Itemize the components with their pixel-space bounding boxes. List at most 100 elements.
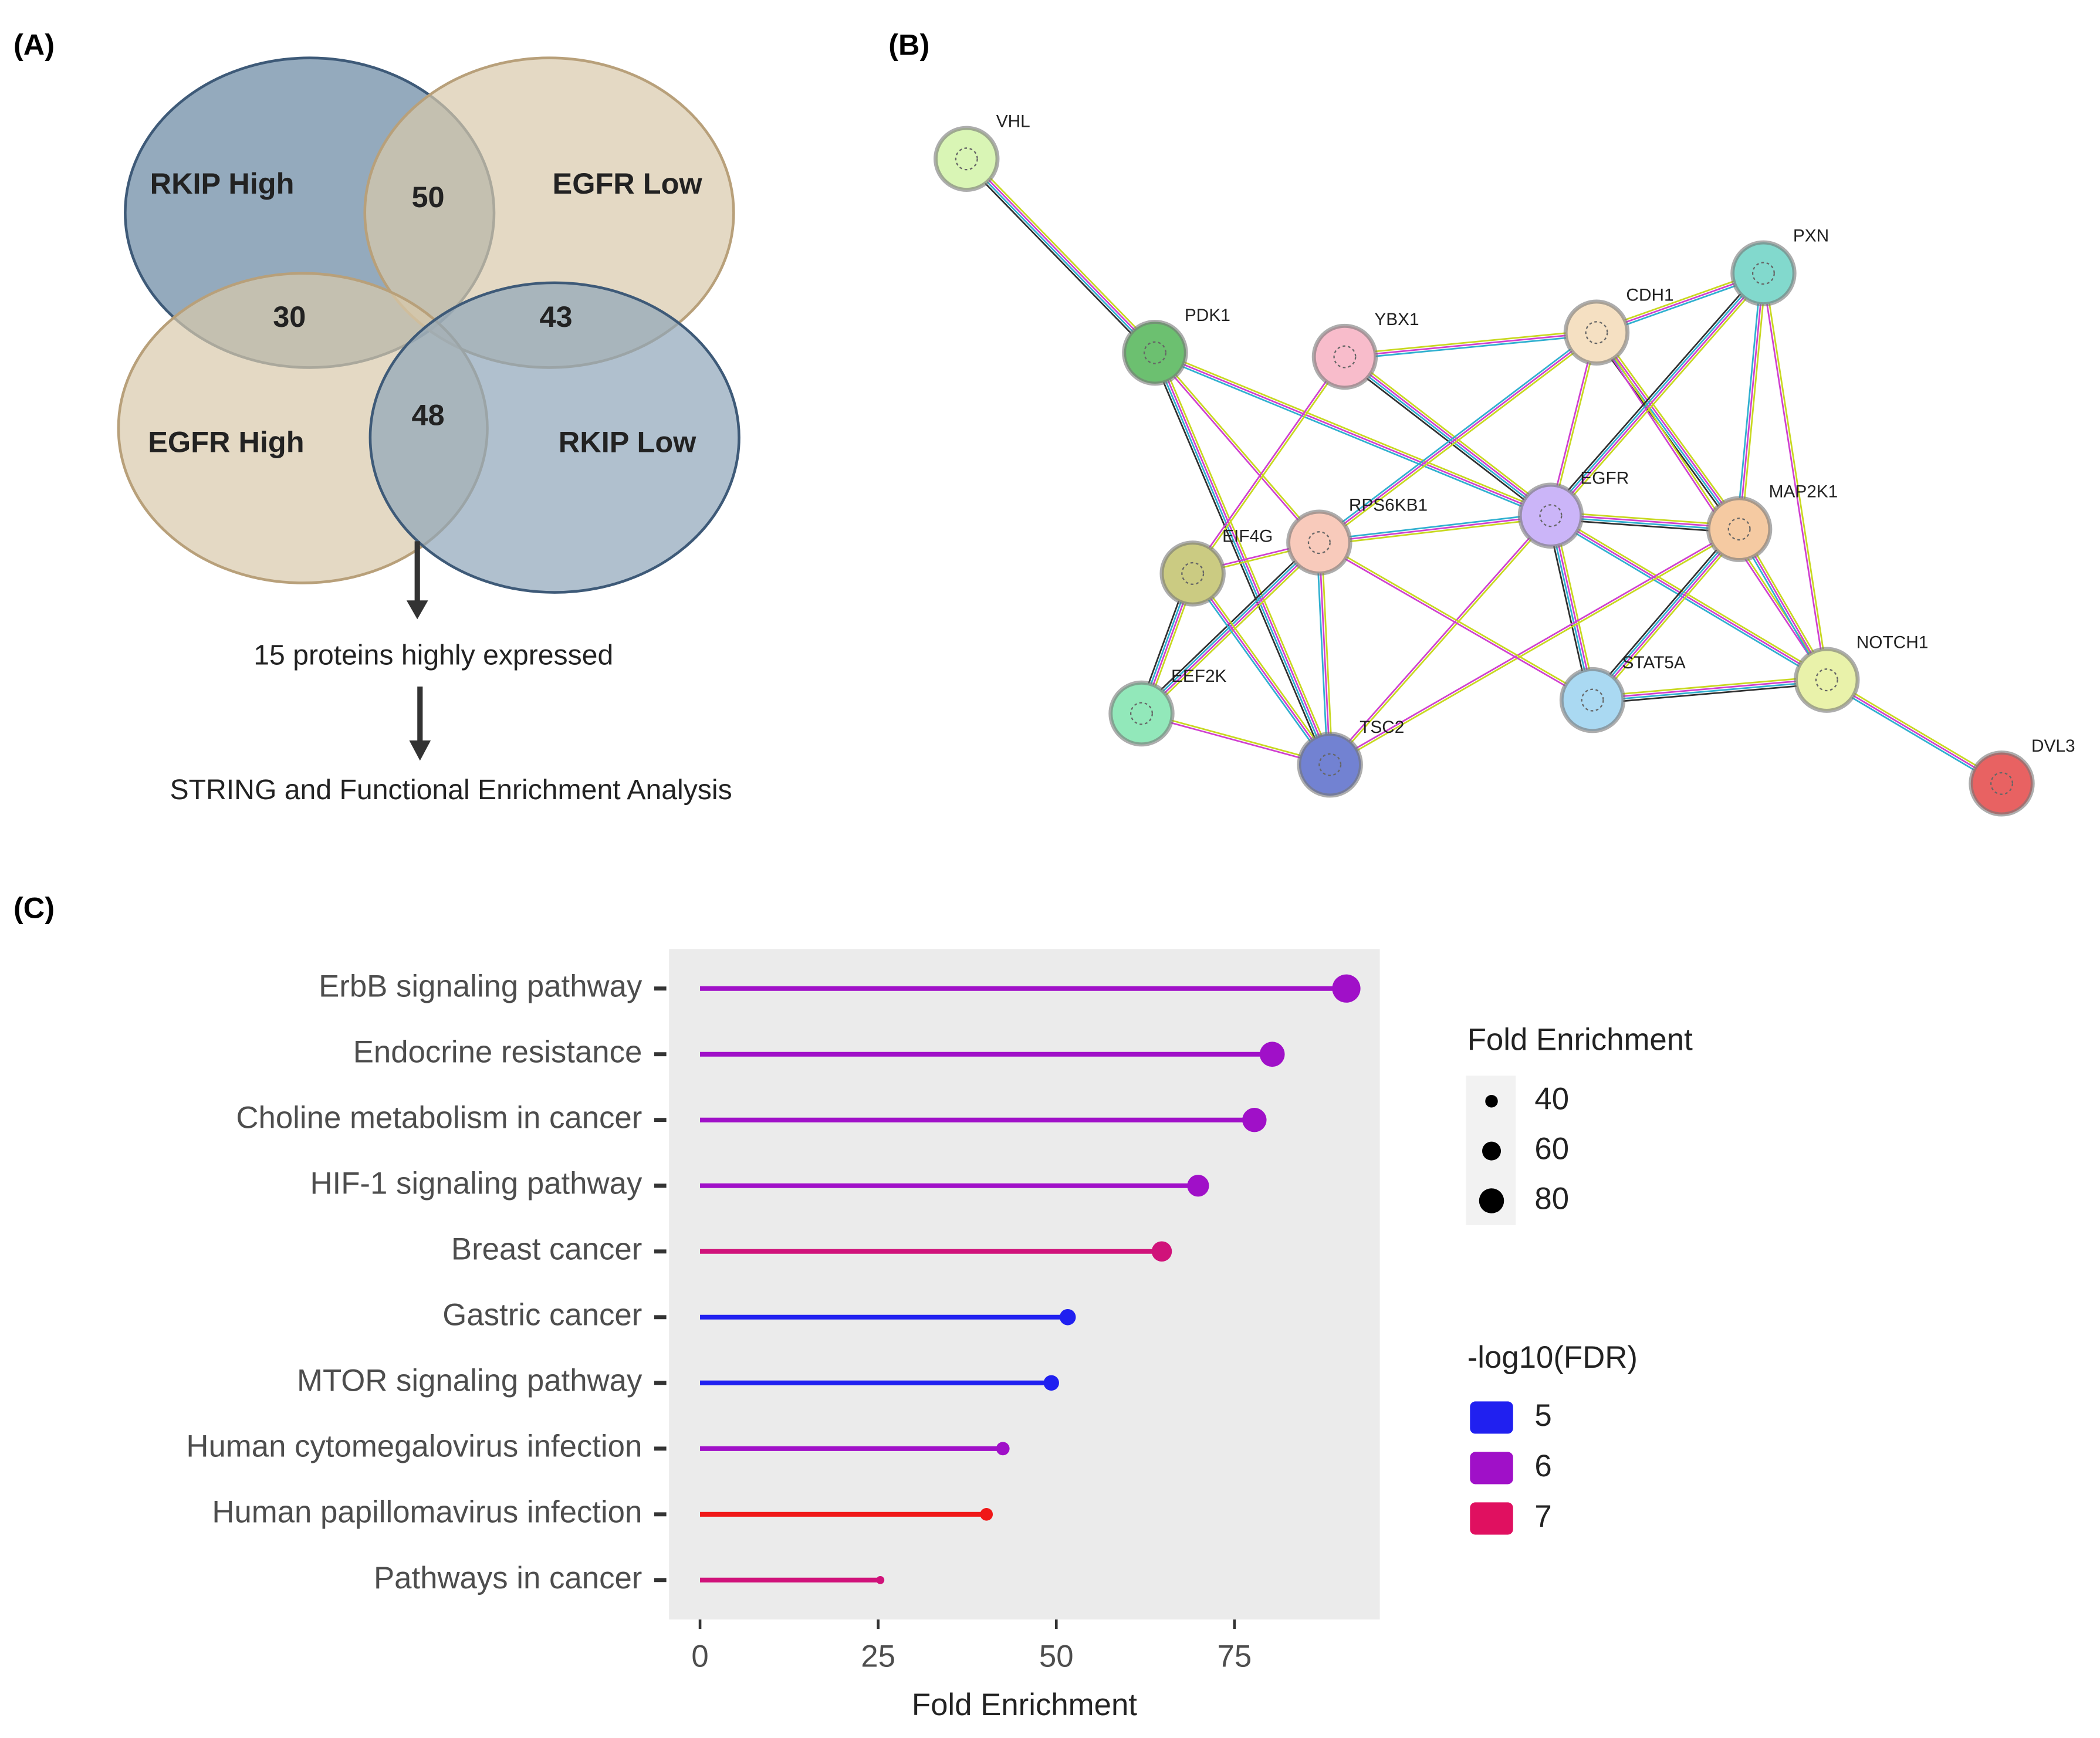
node [1108, 680, 1175, 747]
lollipop-head [1059, 1308, 1076, 1326]
edge [1553, 275, 1767, 519]
edge [1827, 677, 2004, 782]
edge [1157, 351, 1334, 764]
set-label: EGFR Low [553, 167, 703, 200]
edge [1190, 574, 1329, 767]
edge [1761, 273, 1827, 681]
edge [1330, 529, 1740, 767]
edge [1155, 351, 1332, 765]
edge [1549, 517, 1826, 683]
edge [1316, 542, 1328, 765]
set-label: RKIP Low [559, 425, 696, 458]
legend-label: 5 [1534, 1398, 1551, 1433]
node-label: EIF4G [1222, 526, 1273, 546]
edge [1153, 353, 1319, 544]
legend-color-key [1470, 1401, 1513, 1434]
y-tick-label: Choline metabolism in cancer [236, 1101, 642, 1135]
edge [1547, 270, 1761, 514]
node-core [1990, 772, 2014, 795]
region-count: 43 [539, 300, 572, 333]
node [1563, 299, 1630, 366]
venn: RKIP High EGFR Low EGFR High RKIP Low 50… [117, 56, 740, 806]
edge [1319, 517, 1551, 546]
edge [1154, 351, 1551, 517]
edge [1589, 526, 1737, 698]
edge [1319, 540, 1594, 700]
node-core [1539, 504, 1563, 528]
edge [1550, 515, 1827, 681]
node-core [1581, 688, 1604, 712]
edge [1764, 273, 1829, 680]
set-label: RKIP High [150, 167, 295, 200]
network: VHL PDK1 YBX1 CDH1 PXN EGFR MAP2K1 RPS6KB1 EIF4G… [934, 112, 2075, 817]
region-count: 50 [411, 180, 444, 214]
edge [1342, 359, 1550, 519]
edge [1551, 513, 1829, 679]
edge [1740, 273, 1767, 530]
x-tick-label: 75 [1218, 1639, 1252, 1674]
legend-label: 40 [1534, 1082, 1569, 1117]
node-label: VHL [996, 112, 1030, 131]
edge [1738, 273, 1764, 529]
edge [1825, 681, 2001, 787]
node-label: YBX1 [1374, 310, 1419, 329]
x-tick-label: 0 [691, 1639, 708, 1674]
region-count: 48 [411, 398, 444, 432]
lollipop-head [1187, 1175, 1209, 1197]
lollipop-head [1259, 1042, 1285, 1067]
edge [1155, 350, 1553, 515]
legend-size-key [1482, 1141, 1502, 1161]
node-core [1307, 531, 1331, 554]
region-count: 30 [273, 300, 306, 333]
edge [1318, 512, 1551, 541]
lollipop-head [996, 1442, 1010, 1456]
node-label: EGFR [1580, 469, 1629, 488]
edge [1736, 273, 1762, 529]
edge [965, 159, 1155, 354]
edge [1193, 357, 1347, 575]
node [1159, 540, 1226, 607]
y-tick-label: ErbB signaling pathway [319, 969, 642, 1004]
node-label: EEF2K [1171, 667, 1227, 686]
lollipop-head [1332, 974, 1361, 1003]
node-core [1318, 753, 1342, 776]
edge [1549, 272, 1763, 516]
edge [1592, 680, 1827, 702]
node [1311, 323, 1378, 390]
node-label: NOTCH1 [1856, 633, 1929, 652]
node-core [1815, 668, 1838, 692]
edge [1153, 353, 1330, 766]
edge [1592, 682, 1827, 705]
venn-set [368, 281, 740, 594]
edge [1319, 515, 1551, 544]
edge [963, 161, 1153, 356]
y-tick-label: Human papillomavirus infection [212, 1495, 642, 1530]
edge [1192, 573, 1331, 766]
edge [1592, 675, 1827, 698]
edge [1345, 355, 1553, 516]
node-core [1143, 341, 1166, 364]
panel-label: (C) [13, 891, 55, 924]
edge [1598, 330, 1743, 528]
legend-title: Fold Enrichment [1467, 1023, 1693, 1057]
legend-label: 80 [1534, 1181, 1569, 1216]
lollipop-head [876, 1575, 885, 1584]
edge [1318, 543, 1592, 702]
edge [1595, 333, 1739, 530]
legend-label: 6 [1534, 1449, 1551, 1483]
step-text: 15 proteins highly expressed [253, 639, 613, 671]
edge [1320, 333, 1599, 546]
edge [1321, 542, 1334, 765]
edge [1154, 354, 1550, 519]
legend-label: 7 [1534, 1499, 1551, 1534]
edge [1191, 356, 1345, 574]
legend-size-key [1485, 1095, 1498, 1108]
node [1517, 482, 1584, 549]
set-label: EGFR High [148, 425, 304, 458]
edge [1595, 333, 1827, 681]
arrow-head [406, 600, 428, 620]
edge [1344, 329, 1597, 356]
edge [1317, 330, 1596, 542]
node-label: PDK1 [1185, 306, 1230, 325]
